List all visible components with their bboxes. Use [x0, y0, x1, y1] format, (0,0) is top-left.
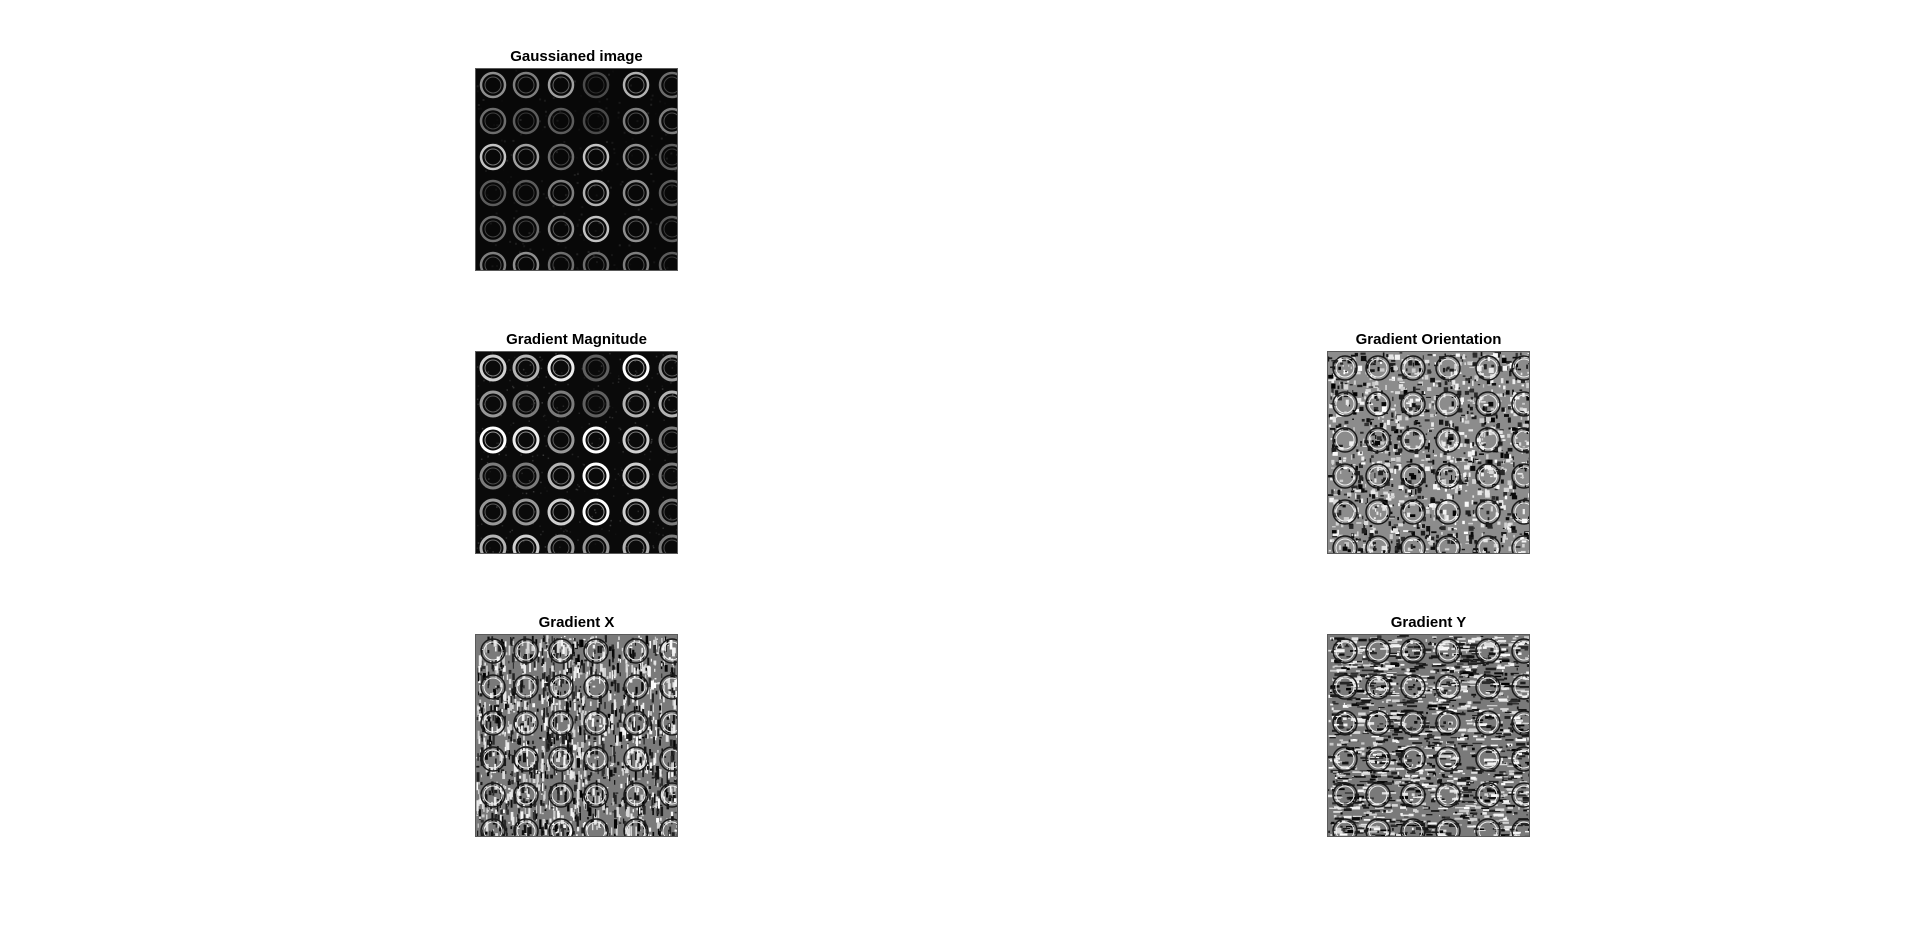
subplot-title: Gradient Orientation [1355, 331, 1502, 348]
subplot-title: Gradient Y [1390, 614, 1467, 631]
subplot-gradient-orientation: Gradient Orientation [1327, 330, 1530, 554]
gradient-magnitude-image [476, 352, 677, 553]
subplot-title: Gaussianed image [510, 48, 643, 65]
gradient-orientation-image [1328, 352, 1529, 553]
gradient-y-axes [1327, 634, 1530, 837]
gradient-magnitude-axes [475, 351, 678, 554]
gradient-x-image [476, 635, 677, 836]
gradient-x-axes [475, 634, 678, 837]
subplot-gaussianed-image: Gaussianed image [475, 47, 678, 271]
gaussianed-image-axes [475, 68, 678, 271]
gradient-y-image [1328, 635, 1529, 836]
subplot-title: Gradient Magnitude [506, 331, 647, 348]
gaussianed-image [476, 69, 677, 270]
subplot-gradient-y: Gradient Y [1327, 613, 1530, 837]
subplot-gradient-magnitude: Gradient Magnitude [475, 330, 678, 554]
subplot-title: Gradient X [538, 614, 615, 631]
subplot-gradient-x: Gradient X [475, 613, 678, 837]
gradient-orientation-axes [1327, 351, 1530, 554]
